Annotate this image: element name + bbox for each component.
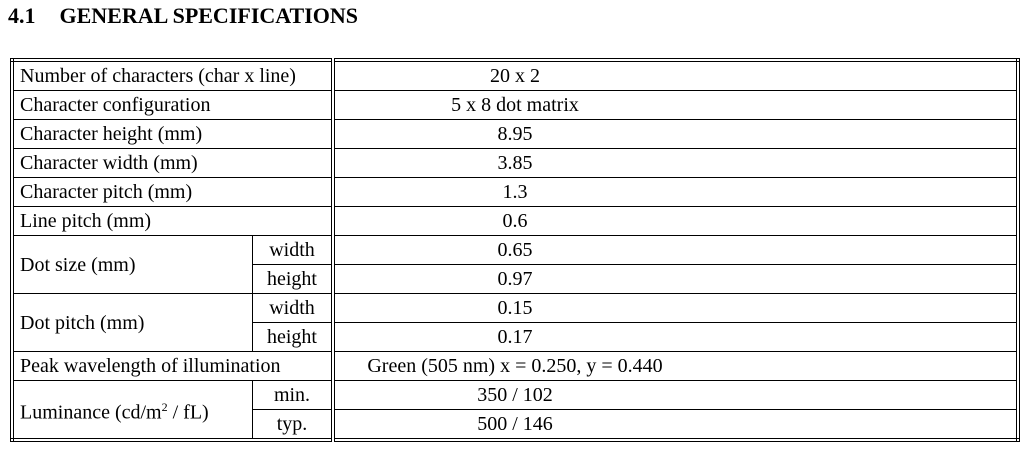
label-cell: Dot pitch (mm) — [11, 293, 253, 352]
spec-row: typ. 500 / 146 — [12, 409, 1019, 441]
value-cell: 0.15 — [331, 293, 1019, 323]
label-cell: Character width (mm) — [11, 148, 334, 178]
value-text: 3.85 — [497, 152, 533, 174]
value-cell: Green (505 nm) x = 0.250, y = 0.440 — [331, 351, 1019, 381]
sub-label-cell: min. — [252, 380, 334, 410]
spec-row: Character configuration 5 x 8 dot matrix — [11, 90, 1019, 120]
label-text-rest: / fL) — [167, 401, 209, 424]
value-cell: 3.85 — [331, 148, 1019, 178]
label-text: Dot pitch (mm) — [20, 311, 145, 334]
label-text: Character width (mm) — [20, 152, 198, 174]
label-cell: Character height (mm) — [11, 119, 334, 149]
label-cell: Luminance (cd/m2 / fL) — [11, 380, 253, 441]
label-text: Character configuration — [20, 94, 211, 116]
value-cell: 500 / 146 — [331, 409, 1019, 441]
label-cell: Character configuration — [11, 90, 334, 120]
value-cell: 1.3 — [331, 177, 1019, 207]
sub-label-cell: typ. — [252, 409, 334, 441]
label-text: Line pitch (mm) — [20, 210, 152, 232]
spec-row: Number of characters (char x line) 20 x 2 — [11, 59, 1019, 91]
value-text: Green (505 nm) x = 0.250, y = 0.440 — [367, 355, 663, 377]
spec-row: height 0.97 — [12, 264, 1019, 294]
label-text: Number of characters (char x line) — [20, 65, 296, 87]
spec-row: height 0.17 — [12, 322, 1019, 352]
sub-label-cell: width — [252, 235, 334, 265]
sub-label-cell: width — [252, 293, 334, 323]
section-number: 4.1 — [8, 3, 36, 28]
value-cell: 20 x 2 — [331, 59, 1019, 91]
spec-table: Number of characters (char x line) 20 x 2… — [10, 58, 1020, 442]
spec-row: Dot pitch (mm) width 0.15 — [11, 293, 1019, 352]
value-text: 0.97 — [497, 268, 533, 290]
value-cell: 0.65 — [331, 235, 1019, 265]
label-cell: Line pitch (mm) — [11, 206, 334, 236]
label-text: Dot size (mm) — [20, 253, 136, 276]
value-cell: 8.95 — [331, 119, 1019, 149]
value-cell: 350 / 102 — [331, 380, 1019, 410]
value-text: 0.65 — [497, 239, 533, 261]
sub-label-cell: height — [252, 264, 334, 294]
spec-row: Peak wavelength of illumination Green (50… — [11, 351, 1019, 381]
value-text: 20 x 2 — [490, 65, 540, 87]
section-heading: 4.1 GENERAL SPECIFICATIONS — [8, 3, 358, 29]
value-text: 5 x 8 dot matrix — [451, 94, 579, 116]
value-text: 8.95 — [497, 123, 533, 145]
section-title: GENERAL SPECIFICATIONS — [59, 3, 359, 28]
label-cell: Peak wavelength of illumination — [11, 351, 334, 381]
value-text: 500 / 146 — [477, 413, 553, 435]
spec-row: Line pitch (mm) 0.6 — [11, 206, 1019, 236]
value-cell: 0.17 — [331, 322, 1019, 352]
label-superscript: 2 — [161, 399, 168, 414]
spec-row: Character pitch (mm) 1.3 — [11, 177, 1019, 207]
spec-row: Character width (mm) 3.85 — [11, 148, 1019, 178]
value-cell: 5 x 8 dot matrix — [331, 90, 1019, 120]
value-text: 0.17 — [497, 326, 533, 348]
value-text: 1.3 — [502, 181, 528, 203]
label-cell: Character pitch (mm) — [11, 177, 334, 207]
label-text: Luminance (cd/m — [20, 401, 162, 424]
label-cell: Dot size (mm) — [11, 235, 253, 294]
value-cell: 0.97 — [331, 264, 1019, 294]
value-text: 0.6 — [502, 210, 528, 232]
label-text: Character height (mm) — [20, 123, 203, 145]
value-text: 350 / 102 — [477, 384, 553, 406]
label-cell: Number of characters (char x line) — [11, 59, 334, 91]
spec-row: Luminance (cd/m2 / fL) min. 350 / 102 — [11, 380, 1019, 441]
value-cell: 0.6 — [331, 206, 1019, 236]
spec-row: Dot size (mm) width 0.65 — [11, 235, 1019, 294]
sub-label-cell: height — [252, 322, 334, 352]
label-text: Character pitch (mm) — [20, 181, 193, 203]
value-text: 0.15 — [497, 297, 533, 319]
label-text: Peak wavelength of illumination — [20, 355, 281, 377]
spec-row: Character height (mm) 8.95 — [11, 119, 1019, 149]
